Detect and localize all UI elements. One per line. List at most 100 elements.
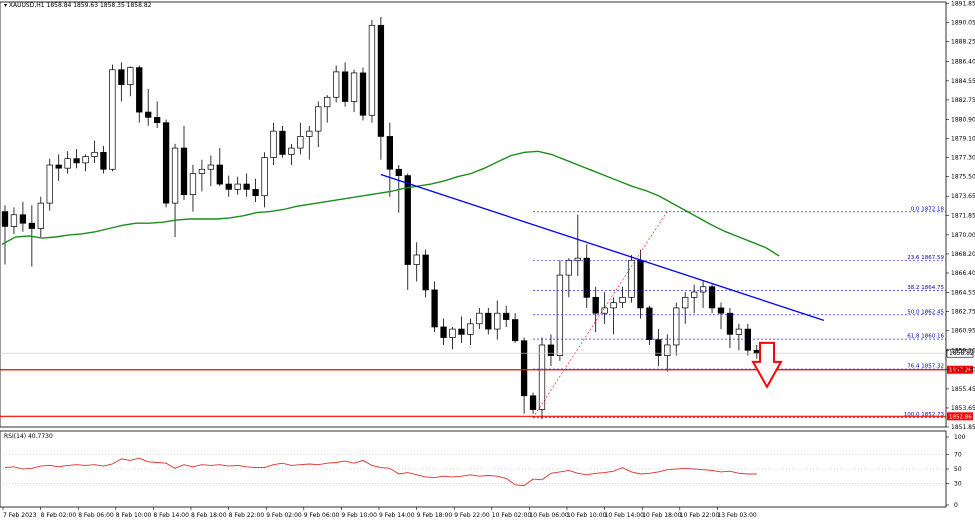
time-tick-label: 9 Feb 14:00 — [379, 512, 415, 519]
price-tick-label: 1891.85 — [951, 1, 975, 8]
candle-bull — [699, 286, 707, 293]
time-tick-label: 8 Feb 22:00 — [229, 512, 265, 519]
candle-bull — [288, 147, 295, 155]
time-tick-label: 10 Feb 18:00 — [642, 512, 682, 519]
candle-bear — [216, 164, 223, 185]
candle-bull — [368, 24, 376, 116]
candle-bear — [726, 312, 734, 335]
price-tick-label: 1875.50 — [951, 174, 975, 181]
candle-bear — [28, 222, 35, 229]
candle-bull — [494, 312, 501, 330]
candle-bull — [673, 307, 680, 346]
support-price-tag — [947, 412, 973, 421]
candle-bear — [136, 67, 143, 113]
candle-bull — [601, 307, 608, 314]
fib-level-label: 76.4 1857.32 — [907, 364, 944, 370]
fib-level-label: 23.6 1867.59 — [907, 255, 944, 261]
candle-bear — [529, 395, 537, 410]
fib-diagonal — [532, 211, 668, 418]
rsi-tick-label: 30 — [954, 480, 962, 487]
candle-bull — [207, 164, 215, 170]
time-tick-label: 10 Feb 14:00 — [605, 512, 645, 519]
time-tick-label: 13 Feb 03:00 — [717, 512, 757, 519]
candle-bull — [171, 147, 179, 204]
price-tick-label: 1877.30 — [951, 155, 975, 162]
rsi-header: RSI(14) 40.7730 — [4, 433, 53, 440]
candle-bull — [64, 158, 71, 169]
price-tick-label: 1866.40 — [951, 270, 975, 277]
candle-bear — [19, 214, 27, 224]
price-tick-label: 1868.20 — [951, 251, 975, 258]
candle-bear — [341, 71, 349, 102]
candle-bear — [744, 328, 751, 351]
support-price-label: 1852.86 — [949, 414, 972, 420]
moving-average-line — [1, 150, 780, 257]
candle-bull — [476, 312, 483, 325]
down-arrow-icon — [751, 341, 783, 389]
rsi-tick-label: 0 — [954, 502, 958, 509]
candle-bull — [315, 106, 322, 132]
candle-bear — [708, 286, 716, 309]
candle-bear — [243, 183, 250, 190]
price-tick-label: 1871.85 — [951, 212, 975, 219]
candle-bull — [664, 344, 671, 356]
time-tick-label: 10 Feb 22:00 — [680, 512, 720, 519]
candle-bear — [1, 211, 9, 227]
candle-bull — [261, 157, 268, 197]
price-panel[interactable] — [0, 1, 947, 428]
candle-bear — [422, 254, 429, 291]
candle-bull — [10, 214, 18, 227]
downtrend-line — [380, 173, 825, 322]
candle-bull — [628, 259, 635, 298]
candle-bear — [592, 296, 599, 314]
candle-bear — [646, 307, 653, 341]
support-price-tag — [947, 365, 973, 374]
price-tick-label: 1859.10 — [951, 347, 975, 354]
price-tick-label: 1890.05 — [951, 20, 975, 27]
price-tick-label: 1870.00 — [951, 232, 975, 239]
candle-bear — [100, 151, 107, 170]
candle-bear — [279, 130, 286, 155]
time-tick-label: 8 Feb 14:00 — [153, 512, 189, 519]
candle-bear — [377, 24, 385, 137]
time-tick-label: 10 Feb 10:00 — [567, 512, 607, 519]
candle-bear — [225, 183, 232, 190]
candle-bull — [91, 151, 98, 157]
candle-bear — [583, 257, 590, 298]
price-plot-area — [0, 1, 947, 428]
time-tick-label: 9 Feb 06:00 — [304, 512, 340, 519]
time-tick-label: 9 Feb 22:00 — [454, 512, 490, 519]
candle-bull — [467, 323, 474, 335]
candle-bear — [503, 312, 510, 320]
time-tick-label: 8 Feb 02:00 — [41, 512, 77, 519]
candle-bull — [189, 173, 197, 196]
rsi-panel[interactable] — [0, 430, 947, 508]
symbol-header: ▾ XAUUSD,H1 1858.84 1859.63 1858.35 1858… — [4, 2, 152, 9]
candle-bull — [449, 328, 456, 338]
price-tick-label: 1862.75 — [951, 309, 975, 316]
time-tick-label: 8 Feb 10:00 — [116, 512, 152, 519]
candle-bear — [55, 164, 62, 169]
candle-bear — [180, 147, 188, 196]
candle-bull — [574, 257, 581, 261]
candle-bear — [118, 69, 125, 85]
candle-bear — [520, 340, 528, 397]
candle-bull — [109, 69, 116, 170]
price-tick-label: 1855.45 — [951, 386, 975, 393]
candle-bear — [458, 328, 465, 335]
ohlc-readout: 1858.84 1859.63 1858.35 1858.82 — [47, 2, 152, 9]
candle-bull — [610, 302, 617, 309]
fib-level-label: 61.8 1860.16 — [907, 334, 944, 340]
candle-bear — [547, 344, 555, 356]
candle-bull — [735, 328, 743, 335]
current-price-tag — [946, 348, 974, 358]
rsi-line — [4, 457, 757, 487]
candle-bull — [127, 67, 134, 85]
candle-bull — [350, 72, 358, 102]
candle-bear — [252, 189, 259, 197]
candle-bear — [395, 168, 402, 176]
time-tick-label: 9 Feb 02:00 — [266, 512, 302, 519]
fib-level-label: 38.2 1864.75 — [907, 285, 944, 291]
candle-bull — [198, 168, 206, 174]
